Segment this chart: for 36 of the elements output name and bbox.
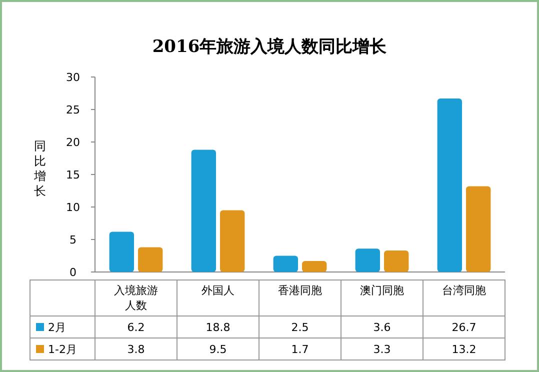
data-label: 1.7 xyxy=(291,343,309,356)
chart-title: 2016年旅游入境人数同比增长 xyxy=(152,37,388,57)
bar xyxy=(384,250,409,272)
data-label: 26.7 xyxy=(452,321,476,334)
data-label: 18.8 xyxy=(206,321,230,334)
y-tick-label: 5 xyxy=(70,233,76,246)
y-tick-label: 10 xyxy=(66,200,80,214)
y-tick-label: 20 xyxy=(66,136,80,149)
x-tick-label: 香港同胞 xyxy=(278,284,322,297)
data-label: 3.6 xyxy=(373,321,391,334)
bar xyxy=(191,150,216,272)
x-tick-label: 澳门同胞 xyxy=(360,284,404,297)
data-label: 9.5 xyxy=(209,343,227,356)
bar xyxy=(273,256,298,272)
legend-label: 2月 xyxy=(48,321,66,334)
data-label: 6.2 xyxy=(127,321,145,334)
bar xyxy=(355,248,380,272)
bar xyxy=(138,247,163,272)
x-tick-label: 外国人 xyxy=(202,284,234,297)
data-label: 3.3 xyxy=(373,343,391,356)
y-tick-label: 15 xyxy=(66,168,80,182)
y-tick-label: 25 xyxy=(66,103,80,116)
y-tick-label: 30 xyxy=(66,70,80,84)
data-label: 13.2 xyxy=(452,343,476,356)
data-label: 2.5 xyxy=(291,321,309,334)
bar xyxy=(220,210,245,272)
bar xyxy=(302,260,327,272)
bar xyxy=(466,186,491,272)
y-axis-title: 同比增长 xyxy=(33,139,46,198)
y-tick-label: 0 xyxy=(70,266,76,279)
bar xyxy=(109,232,134,272)
bar xyxy=(437,98,462,272)
x-tick-label: 台湾同胞 xyxy=(442,284,486,297)
x-tick-label: 入境旅游人数 xyxy=(114,284,158,312)
data-label: 3.8 xyxy=(127,343,145,356)
legend-label: 1-2月 xyxy=(48,343,77,356)
